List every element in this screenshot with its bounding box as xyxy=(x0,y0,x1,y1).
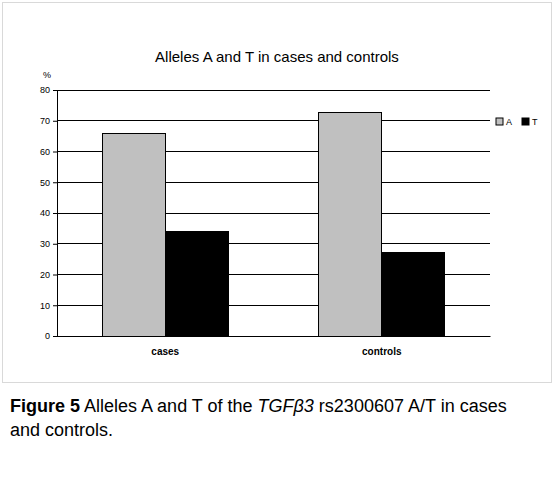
y-tick-mark xyxy=(53,213,57,214)
chart-title: Alleles A and T in cases and controls xyxy=(155,48,399,65)
y-axis: 0 10 20 30 40 50 60 70 80 xyxy=(40,85,58,341)
y-tick-label: 0 xyxy=(45,331,50,341)
y-tick: 40 xyxy=(40,208,57,218)
x-tick-label: cases xyxy=(151,346,179,357)
legend-label: T xyxy=(532,117,538,127)
y-tick: 10 xyxy=(40,301,57,311)
x-axis-line xyxy=(58,336,491,337)
bar xyxy=(382,252,445,336)
y-tick-label: 60 xyxy=(40,147,50,157)
x-axis: cases controls xyxy=(58,337,491,358)
y-tick-label: 80 xyxy=(40,85,50,95)
legend-swatch xyxy=(522,118,529,125)
grid-line xyxy=(57,120,490,121)
y-tick: 70 xyxy=(40,116,57,126)
y-tick-label: 30 xyxy=(40,239,50,249)
bar xyxy=(102,133,165,336)
y-tick-label: 70 xyxy=(40,116,50,126)
y-tick-mark xyxy=(53,121,57,122)
y-tick-mark xyxy=(53,90,57,91)
y-tick-mark xyxy=(53,305,57,306)
y-axis-label: % xyxy=(43,70,51,80)
y-tick-mark xyxy=(53,275,57,276)
legend-item: T xyxy=(522,117,538,127)
y-tick-label: 20 xyxy=(40,270,50,280)
y-axis-line xyxy=(53,91,58,337)
y-tick: 60 xyxy=(40,147,57,157)
y-tick-mark xyxy=(53,152,57,153)
grid-line xyxy=(57,90,490,91)
x-tick: cases xyxy=(151,346,179,357)
bar xyxy=(165,231,228,336)
y-tick-label: 50 xyxy=(40,178,50,188)
y-tick-mark xyxy=(53,244,57,245)
y-tick: 50 xyxy=(40,178,57,188)
chart-frame xyxy=(3,3,552,383)
y-tick: 0 xyxy=(45,331,57,341)
y-tick-label: 40 xyxy=(40,208,50,218)
caption: Figure 5 Alleles A and T of the TGFβ3 rs… xyxy=(10,396,507,440)
legend-swatch xyxy=(496,118,503,125)
bars xyxy=(102,112,444,336)
y-tick: 80 xyxy=(40,85,57,95)
legend: AT xyxy=(496,117,538,127)
chart: Alleles A and T in cases and controls% 0 1… xyxy=(0,0,554,488)
x-tick: controls xyxy=(362,346,402,357)
bar xyxy=(319,112,382,336)
y-tick: 30 xyxy=(40,239,57,249)
grid xyxy=(57,90,490,336)
legend-label: A xyxy=(506,117,512,127)
y-tick-mark xyxy=(53,336,57,337)
y-tick: 20 xyxy=(40,270,57,280)
y-tick-mark xyxy=(53,182,57,183)
legend-item: A xyxy=(496,117,512,127)
y-tick-label: 10 xyxy=(40,301,50,311)
x-tick-label: controls xyxy=(362,346,402,357)
